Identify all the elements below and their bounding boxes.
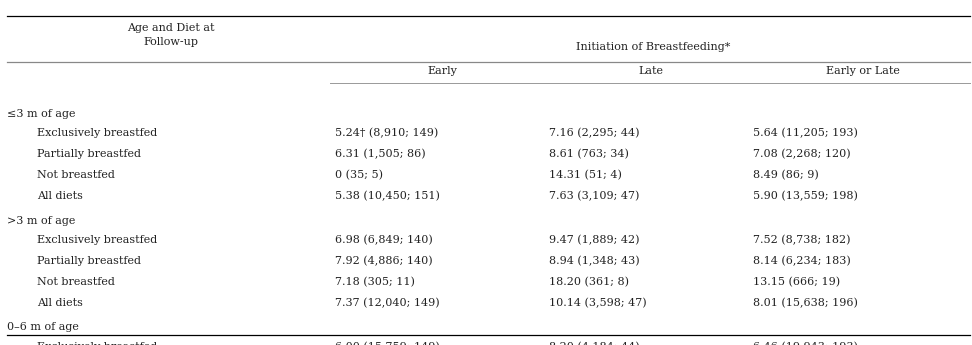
Text: 8.01 (15,638; 196): 8.01 (15,638; 196) — [753, 298, 858, 308]
Text: Late: Late — [639, 66, 664, 76]
Text: >3 m of age: >3 m of age — [7, 216, 75, 226]
Text: Not breastfed: Not breastfed — [37, 170, 115, 180]
Text: Partially breastfed: Partially breastfed — [37, 256, 141, 266]
Text: 10.14 (3,598; 47): 10.14 (3,598; 47) — [549, 298, 646, 308]
Text: 8.94 (1,348; 43): 8.94 (1,348; 43) — [549, 256, 640, 266]
Text: 13.15 (666; 19): 13.15 (666; 19) — [753, 277, 841, 287]
Text: Age and Diet at
Follow-up: Age and Diet at Follow-up — [127, 23, 215, 47]
Text: 8.20 (4,184; 44): 8.20 (4,184; 44) — [549, 342, 640, 345]
Text: Exclusively breastfed: Exclusively breastfed — [37, 128, 157, 138]
Text: 7.16 (2,295; 44): 7.16 (2,295; 44) — [549, 128, 640, 138]
Text: Exclusively breastfed: Exclusively breastfed — [37, 342, 157, 345]
Text: Not breastfed: Not breastfed — [37, 277, 115, 287]
Text: 7.08 (2,268; 120): 7.08 (2,268; 120) — [753, 149, 850, 159]
Text: 0–6 m of age: 0–6 m of age — [7, 323, 79, 333]
Text: 8.49 (86; 9): 8.49 (86; 9) — [753, 170, 819, 180]
Text: 9.47 (1,889; 42): 9.47 (1,889; 42) — [549, 235, 640, 245]
Text: All diets: All diets — [37, 298, 83, 308]
Text: 6.98 (6,849; 140): 6.98 (6,849; 140) — [335, 235, 434, 245]
Text: Early or Late: Early or Late — [825, 66, 900, 76]
Text: ≤3 m of age: ≤3 m of age — [7, 109, 75, 119]
Text: 5.90 (13,559; 198): 5.90 (13,559; 198) — [753, 191, 858, 201]
Text: 8.61 (763; 34): 8.61 (763; 34) — [549, 149, 629, 159]
Text: Initiation of Breastfeeding*: Initiation of Breastfeeding* — [576, 42, 731, 52]
Text: 5.64 (11,205; 193): 5.64 (11,205; 193) — [753, 128, 858, 138]
Text: 14.31 (51; 4): 14.31 (51; 4) — [549, 170, 622, 180]
Text: 6.46 (19,943; 193): 6.46 (19,943; 193) — [753, 342, 858, 345]
Text: 6.00 (15,759; 149): 6.00 (15,759; 149) — [335, 342, 440, 345]
Text: Partially breastfed: Partially breastfed — [37, 149, 141, 159]
Text: 0 (35; 5): 0 (35; 5) — [335, 170, 383, 180]
Text: Early: Early — [428, 66, 457, 76]
Text: 5.38 (10,450; 151): 5.38 (10,450; 151) — [335, 191, 440, 201]
Text: 7.92 (4,886; 140): 7.92 (4,886; 140) — [335, 256, 433, 266]
Text: 7.63 (3,109; 47): 7.63 (3,109; 47) — [549, 191, 640, 201]
Text: 7.52 (8,738; 182): 7.52 (8,738; 182) — [753, 235, 850, 245]
Text: 18.20 (361; 8): 18.20 (361; 8) — [549, 277, 629, 287]
Text: 7.37 (12,040; 149): 7.37 (12,040; 149) — [335, 298, 440, 308]
Text: 6.31 (1,505; 86): 6.31 (1,505; 86) — [335, 149, 426, 159]
Text: 8.14 (6,234; 183): 8.14 (6,234; 183) — [753, 256, 851, 266]
Text: All diets: All diets — [37, 191, 83, 201]
Text: Exclusively breastfed: Exclusively breastfed — [37, 235, 157, 245]
Text: 7.18 (305; 11): 7.18 (305; 11) — [335, 277, 415, 287]
Text: 5.24† (8,910; 149): 5.24† (8,910; 149) — [335, 128, 438, 138]
